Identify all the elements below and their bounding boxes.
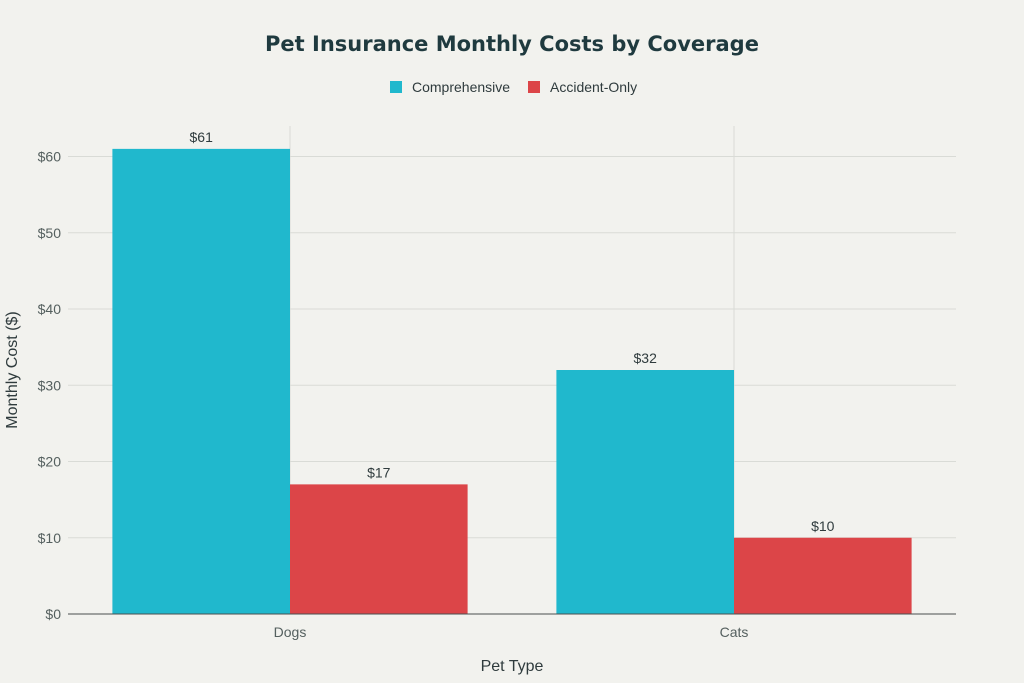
x-tick-label: Dogs bbox=[274, 624, 307, 640]
y-tick-label: $30 bbox=[38, 377, 62, 393]
data-labels: $61 $17 $32 $10 bbox=[190, 129, 835, 534]
bar-comprehensive-dogs bbox=[112, 148, 291, 614]
y-tick-label: $40 bbox=[38, 301, 62, 317]
data-label: $32 bbox=[634, 350, 658, 366]
data-label: $17 bbox=[367, 464, 391, 480]
x-tick-label: Cats bbox=[720, 624, 749, 640]
bar-accident-only-cats bbox=[734, 537, 912, 614]
y-tick-label: $10 bbox=[38, 530, 62, 546]
x-axis-ticks: Dogs Cats bbox=[274, 624, 749, 640]
y-tick-label: $50 bbox=[38, 225, 62, 241]
legend-label-accident-only: Accident-Only bbox=[550, 79, 637, 95]
y-axis-ticks: $0 $10 $20 $30 $40 $50 $60 bbox=[38, 149, 62, 623]
x-axis-title: Pet Type bbox=[481, 658, 544, 675]
y-tick-label: $60 bbox=[38, 149, 62, 165]
bars bbox=[112, 148, 912, 614]
chart-title: Pet Insurance Monthly Costs by Coverage bbox=[265, 32, 759, 56]
legend-swatch-accident-only bbox=[528, 81, 540, 93]
data-label: $61 bbox=[190, 129, 214, 145]
data-label: $10 bbox=[811, 518, 835, 534]
legend-label-comprehensive: Comprehensive bbox=[412, 79, 510, 95]
bar-comprehensive-cats bbox=[556, 370, 734, 614]
legend-swatch-comprehensive bbox=[390, 81, 402, 93]
legend: Comprehensive Accident-Only bbox=[390, 79, 637, 95]
y-tick-label: $20 bbox=[38, 454, 62, 470]
y-tick-label: $0 bbox=[45, 606, 61, 622]
bar-accident-only-dogs bbox=[290, 484, 468, 614]
y-axis-title: Monthly Cost ($) bbox=[4, 311, 21, 428]
